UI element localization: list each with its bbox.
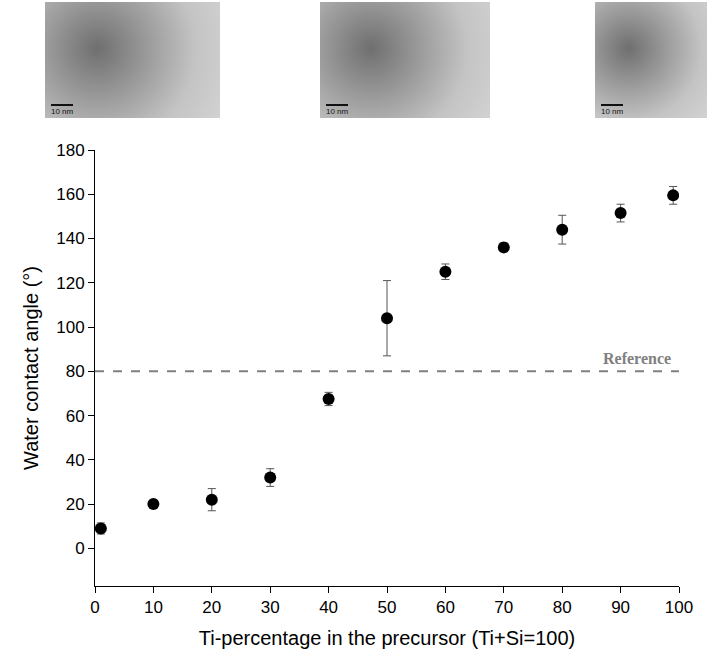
svg-text:Water contact angle (°): Water contact angle (°) (20, 266, 42, 470)
svg-text:70: 70 (494, 598, 513, 617)
svg-text:100: 100 (56, 318, 84, 337)
svg-text:100: 100 (665, 598, 693, 617)
svg-text:30: 30 (261, 598, 280, 617)
svg-text:20: 20 (66, 495, 85, 514)
svg-text:0: 0 (75, 539, 84, 558)
svg-text:60: 60 (66, 407, 85, 426)
svg-text:160: 160 (56, 185, 84, 204)
svg-text:20: 20 (202, 598, 221, 617)
svg-text:180: 180 (56, 141, 84, 160)
svg-text:80: 80 (553, 598, 572, 617)
html-text:10 nm: 10 nm (601, 107, 624, 116)
svg-text:120: 120 (56, 274, 84, 293)
svg-text:Ti-percentage in the precursor: Ti-percentage in the precursor (Ti+Si=10… (199, 627, 575, 649)
svg-text:40: 40 (319, 598, 338, 617)
svg-text:0: 0 (90, 598, 99, 617)
svg-text:90: 90 (611, 598, 630, 617)
svg-text:10: 10 (144, 598, 163, 617)
svg-text:60: 60 (436, 598, 455, 617)
svg-text:Reference: Reference (603, 350, 671, 367)
html-text:10 nm: 10 nm (51, 107, 74, 116)
svg-text:140: 140 (56, 229, 84, 248)
svg-text:80: 80 (66, 362, 85, 381)
svg-text:40: 40 (66, 451, 85, 470)
svg-text:50: 50 (378, 598, 397, 617)
html-text:10 nm: 10 nm (326, 107, 349, 116)
